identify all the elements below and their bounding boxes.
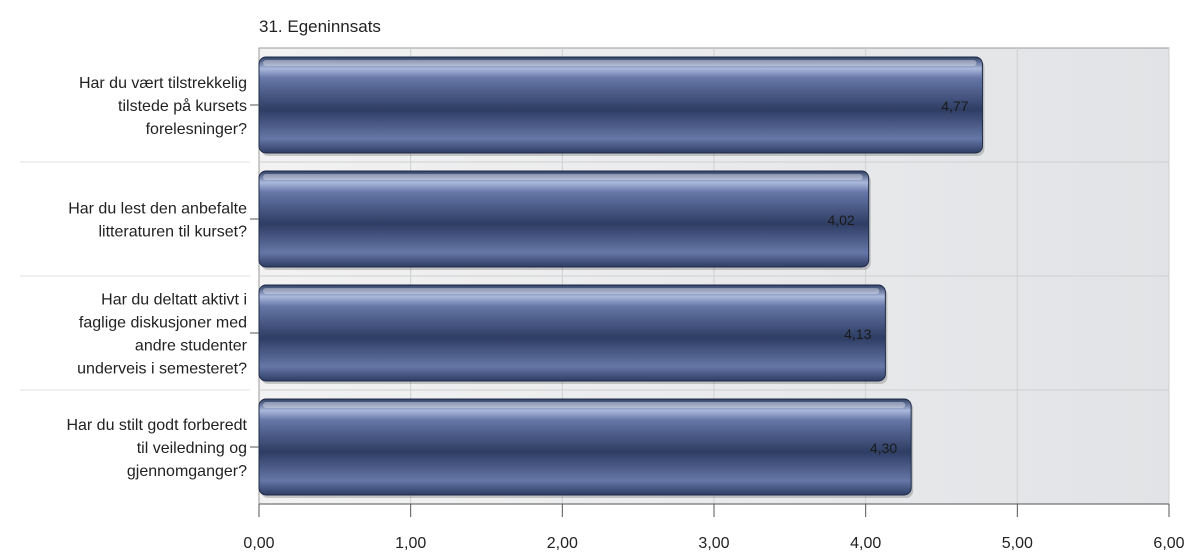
chart-title: 31. Egeninnsats [259,17,381,36]
category-label-line: til veiledning og [137,440,247,457]
bar-highlight [263,60,977,66]
category-label-line: andre studenter [135,338,248,355]
category-label-line: forelesninger? [146,121,248,138]
bar-highlight [263,174,863,180]
category-label-line: underveis i semesteret? [77,361,247,378]
category-label-line: litteraturen til kurset? [98,224,247,241]
bar [258,398,912,496]
x-axis: 0,00 1,00 2,00 3,00 4,00 5,00 6,00 [243,503,1185,552]
category-label-line: Har du stilt godt forberedt [66,417,247,434]
category-label-line: Har du vært tilstrekkelig [79,75,247,92]
x-tick-label: 3,00 [698,535,729,552]
bar-value-label: 4,77 [941,98,968,114]
bar-highlight [263,288,880,294]
category-label: Har du stilt godt forberedt til veilednin… [66,417,247,480]
x-tick-label: 4,00 [850,535,881,552]
bar [258,56,983,154]
category-label: Har du deltatt aktivt i faglige diskusjon… [77,292,248,378]
bars: 4,77 4,02 4,13 4,30 [258,56,985,498]
x-tick-label: 5,00 [1002,535,1033,552]
bar-group: 4,77 [258,56,985,156]
bar-group: 4,13 [258,284,888,384]
bar-value-label: 4,13 [844,326,871,342]
bar-value-label: 4,30 [870,440,897,456]
bar-highlight [263,402,906,408]
category-label: Har du vært tilstrekkelig tilstede på kur… [79,75,247,138]
category-label-line: tilstede på kursets [118,97,247,115]
bar-value-label: 4,02 [827,212,854,228]
bar [258,284,886,382]
category-label-line: gjennomganger? [127,463,247,480]
x-tick-label: 0,00 [243,535,274,552]
bar-group: 4,02 [258,170,871,270]
category-label-line: faglige diskusjoner med [79,315,247,332]
x-tick-label: 2,00 [547,535,578,552]
bar [258,170,870,268]
category-label: Har du lest den anbefalte litteraturen ti… [68,201,247,241]
category-labels: Har du vært tilstrekkelig tilstede på kur… [20,75,259,480]
bar-group: 4,30 [258,398,914,498]
x-tick-label: 6,00 [1153,535,1184,552]
category-label-line: Har du lest den anbefalte [68,201,247,218]
x-tick-label: 1,00 [395,535,426,552]
category-label-line: Har du deltatt aktivt i [101,292,247,309]
